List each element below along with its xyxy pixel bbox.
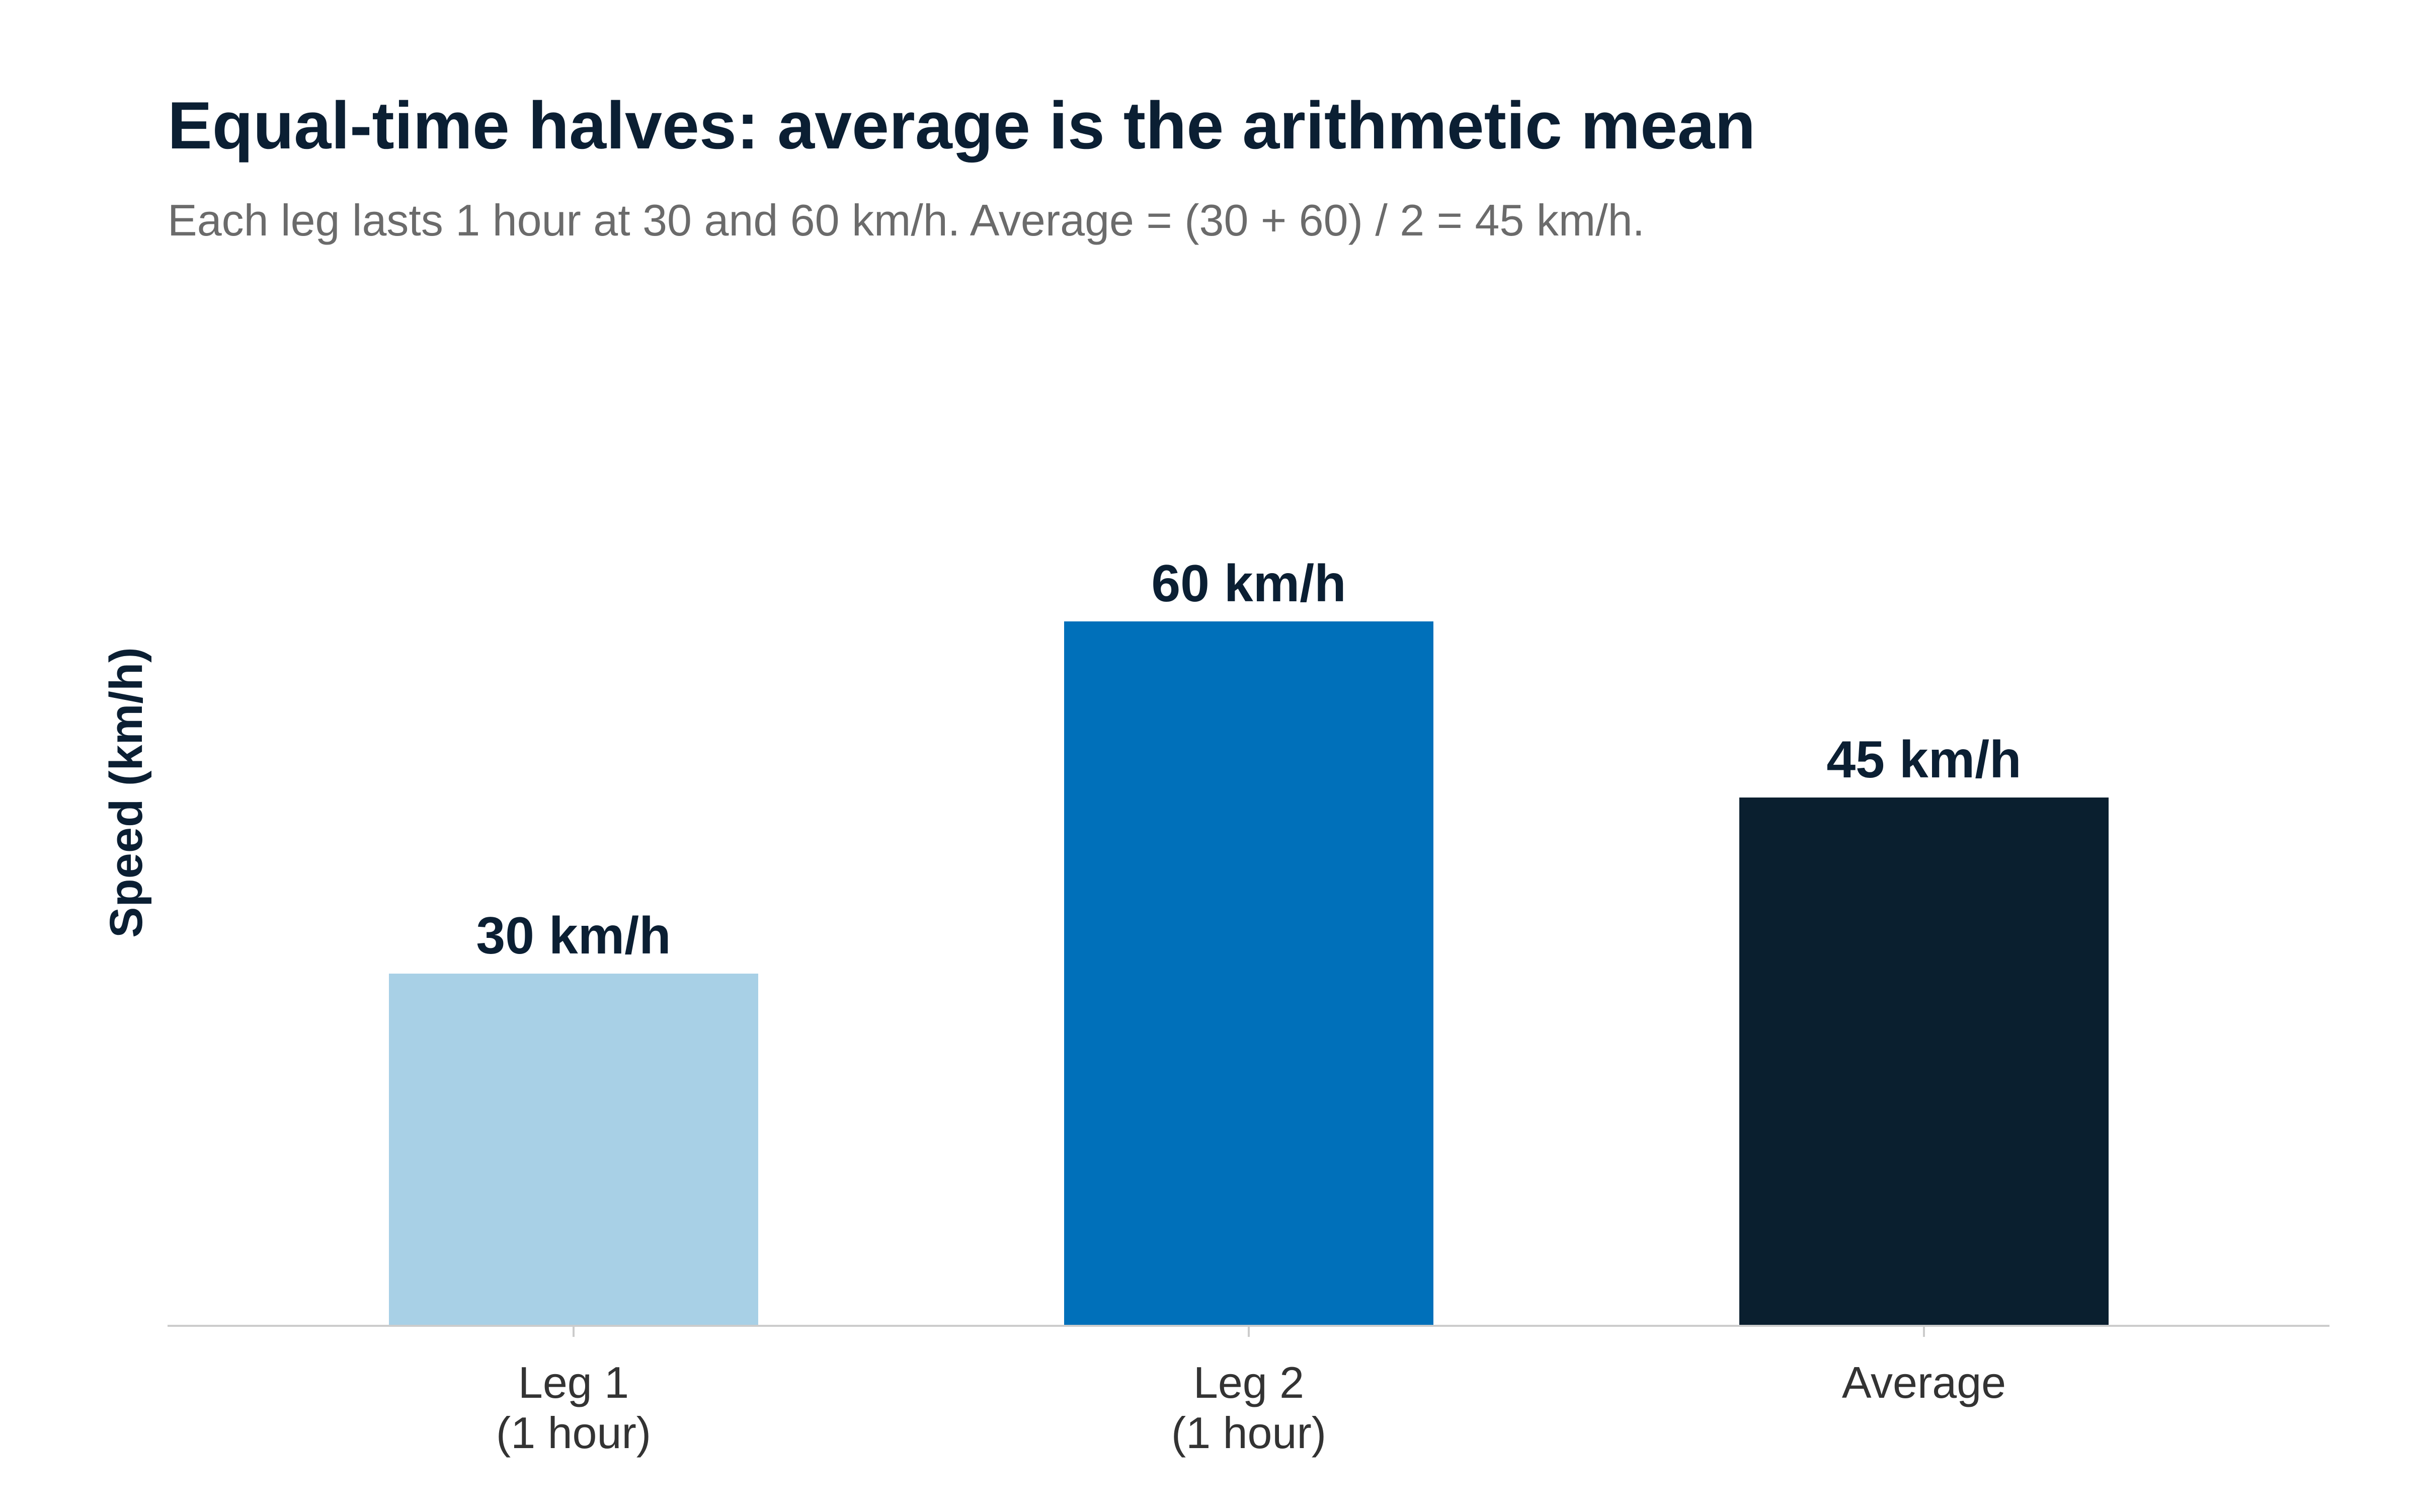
x-tick-label-line: Leg 2 (1193, 1358, 1304, 1407)
bar-1 (389, 974, 758, 1326)
bar-value-label-1: 30 km/h (476, 907, 671, 965)
bar-3 (1739, 798, 2109, 1326)
x-tick-label-line: Average (1842, 1358, 2006, 1407)
bar-2 (1064, 621, 1433, 1326)
x-tick-label-3: Average (1842, 1358, 2006, 1407)
y-axis-label: Speed (km/h) (101, 647, 152, 938)
value-labels: 30 km/h 60 km/h 45 km/h (476, 554, 2021, 965)
x-axis-ticks: Leg 1 (1 hour)Leg 2 (1 hour)Average (496, 1326, 2006, 1458)
bar-value-label-3: 45 km/h (1826, 731, 2021, 789)
x-tick-label-2: Leg 2 (1 hour) (1171, 1358, 1326, 1458)
chart-subtitle: Each leg lasts 1 hour at 30 and 60 km/h.… (168, 195, 1645, 245)
x-tick-label-1: Leg 1 (1 hour) (496, 1358, 651, 1458)
bar-value-label-2: 60 km/h (1151, 554, 1346, 613)
x-tick-label-line: (1 hour) (496, 1408, 651, 1458)
bars (389, 621, 2109, 1326)
x-tick-label-line: Leg 1 (518, 1358, 629, 1407)
x-tick-label-line: (1 hour) (1171, 1408, 1326, 1458)
chart-title: Equal-time halves: average is the arithm… (168, 89, 1755, 163)
